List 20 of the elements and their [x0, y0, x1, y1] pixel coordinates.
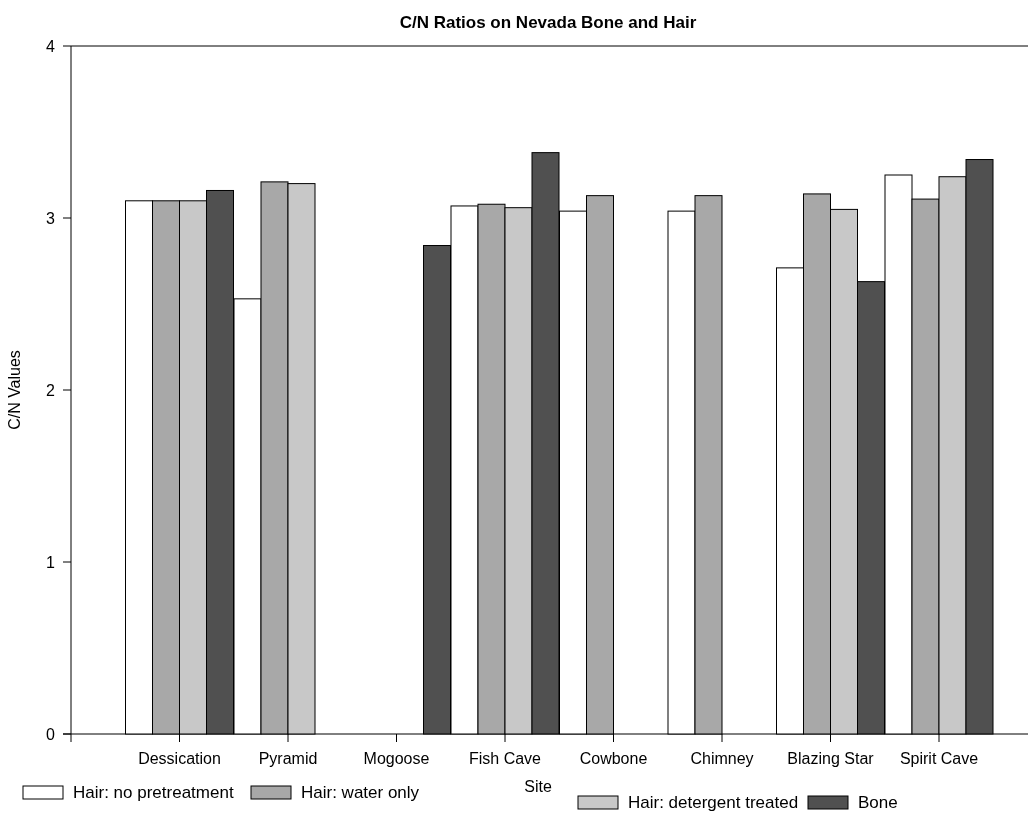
legend-label: Hair: detergent treated — [628, 793, 799, 812]
x-axis-title: Site — [524, 778, 552, 795]
legend-label: Hair: no pretreatment — [73, 783, 234, 802]
x-tick-label: Cowbone — [579, 750, 648, 767]
legend-label: Hair: water only — [301, 783, 420, 802]
x-tick-label: Dessication — [138, 750, 221, 767]
y-tick-label: 3 — [46, 209, 56, 227]
y-tick-label: 2 — [46, 381, 56, 399]
x-tick-label: Spirit Cave — [899, 750, 979, 767]
y-tick-label: 4 — [46, 37, 56, 55]
x-tick-label: Blazing Star — [787, 750, 875, 767]
x-tick-label: Fish Cave — [468, 750, 542, 767]
x-tick-label: Mogoose — [363, 750, 430, 767]
y-tick-label: 0 — [46, 725, 56, 743]
x-tick-label: Pyramid — [258, 750, 318, 767]
y-tick-label: 1 — [46, 553, 56, 571]
x-tick-label: Chimney — [690, 750, 754, 767]
legend-label: Bone — [858, 793, 898, 812]
y-axis-title: C/N Values — [6, 350, 23, 430]
chart-title: C/N Ratios on Nevada Bone and Hair — [399, 13, 697, 32]
